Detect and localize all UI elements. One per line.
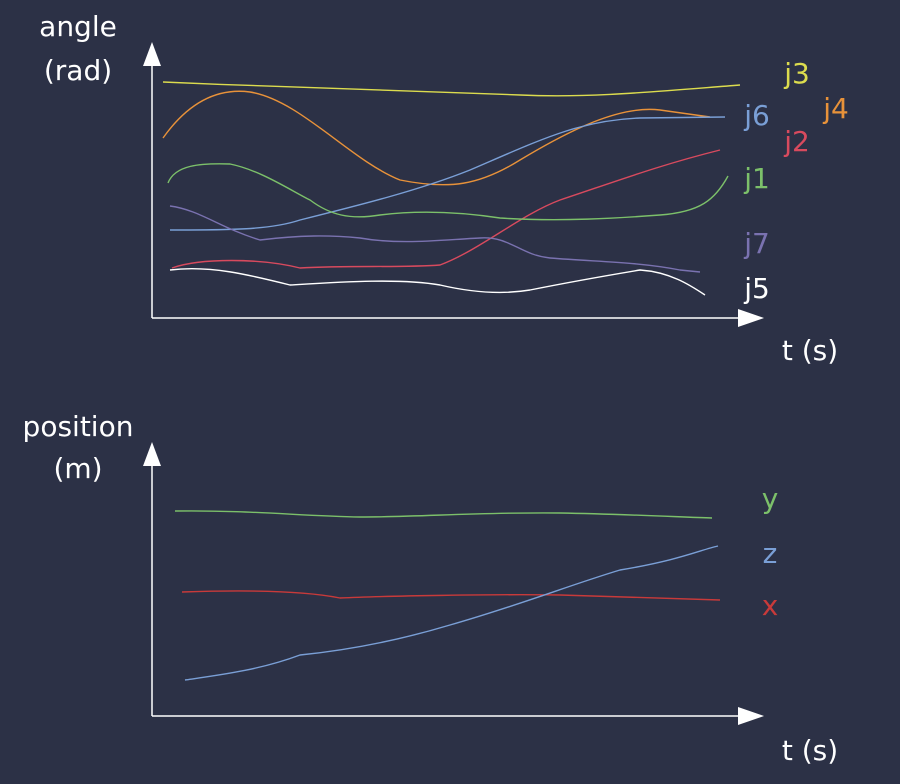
x-arrow bbox=[738, 707, 764, 725]
legend-label: j4 bbox=[822, 92, 849, 125]
curve-x bbox=[181, 590, 721, 601]
curve-j3 bbox=[162, 81, 741, 97]
curve-j4 bbox=[162, 90, 711, 186]
y-arrow bbox=[143, 42, 161, 66]
legend-label: j3 bbox=[783, 57, 810, 90]
x-arrow bbox=[738, 309, 764, 327]
curve-j7 bbox=[169, 205, 701, 273]
x-label: t (s) bbox=[782, 334, 838, 367]
curve-z bbox=[184, 545, 719, 681]
y-label: (rad) bbox=[44, 54, 112, 87]
y-label: position bbox=[23, 410, 134, 443]
y-label: (m) bbox=[53, 452, 102, 485]
legend-label: z bbox=[763, 537, 778, 570]
legend-label: j2 bbox=[783, 125, 810, 158]
legend-label: j7 bbox=[743, 227, 770, 260]
y-arrow bbox=[143, 442, 161, 466]
y-label: angle bbox=[39, 10, 117, 43]
top-legend: j3 j6 j4 j2 j1 j7 j5 bbox=[743, 57, 849, 305]
legend-label: j1 bbox=[743, 162, 770, 195]
curve-j1 bbox=[167, 163, 729, 221]
curve-j5 bbox=[169, 267, 706, 296]
top-axes bbox=[143, 42, 764, 327]
top-curves bbox=[162, 81, 741, 296]
axis-lines bbox=[151, 462, 742, 717]
curve-j2 bbox=[171, 149, 721, 269]
legend-label: j5 bbox=[743, 272, 770, 305]
legend-label: y bbox=[762, 482, 779, 515]
bottom-curves bbox=[174, 510, 721, 681]
curve-y bbox=[174, 510, 713, 519]
legend-label: x bbox=[762, 589, 779, 622]
bottom-legend: y z x bbox=[762, 482, 779, 622]
x-label: t (s) bbox=[782, 734, 838, 767]
legend-label: j6 bbox=[743, 99, 770, 132]
axis-lines bbox=[151, 62, 742, 319]
curve-j6 bbox=[169, 116, 726, 231]
bottom-axes bbox=[143, 442, 764, 725]
